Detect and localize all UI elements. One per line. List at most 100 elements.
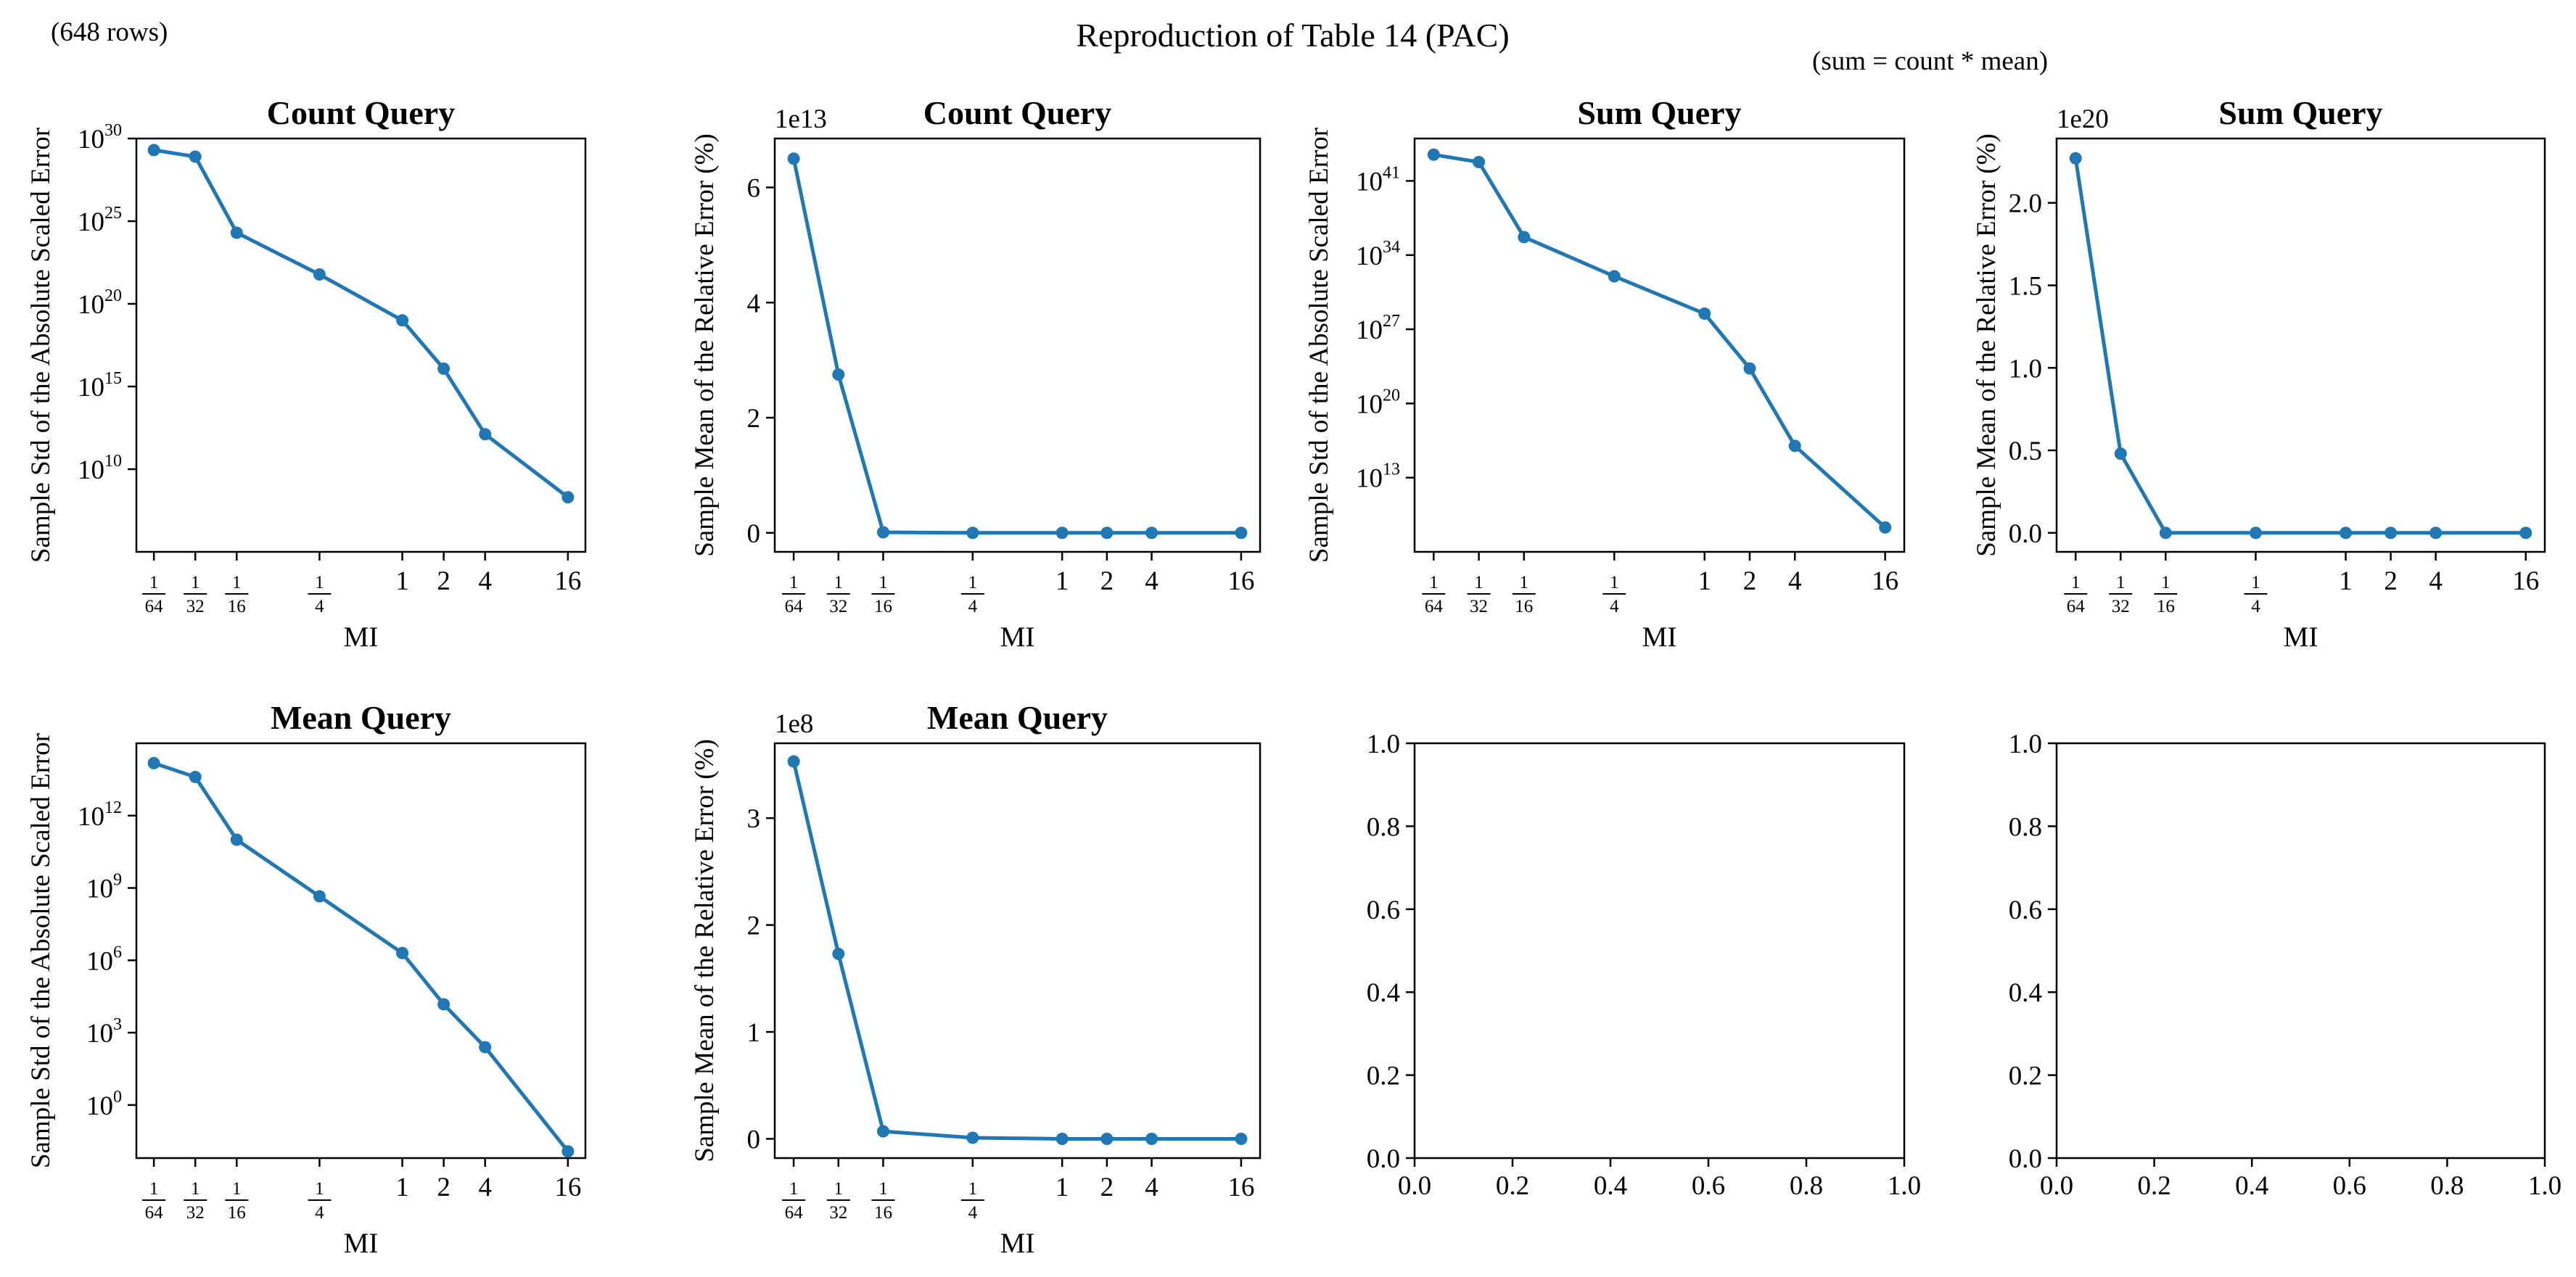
x-tick-label: 1 xyxy=(1055,566,1069,596)
x-tick-label: 0.0 xyxy=(1398,1171,1431,1201)
data-point xyxy=(561,491,575,504)
axes-frame xyxy=(135,137,587,553)
data-point xyxy=(1100,526,1114,540)
data-point xyxy=(787,152,800,165)
x-tick-label-fraction: 132 xyxy=(1467,573,1491,616)
x-tick-label: 1 xyxy=(1055,1173,1069,1202)
data-point xyxy=(876,1125,889,1138)
x-tick-label: 4 xyxy=(1788,566,1802,596)
subplot-3: Sum Query Sample Std of the Absolute Scal… xyxy=(1304,94,1906,653)
fraction-numerator: 1 xyxy=(878,1179,888,1199)
data-point xyxy=(1055,526,1069,540)
y-tick-label: 0.0 xyxy=(1367,1144,1400,1174)
fraction-numerator: 1 xyxy=(2071,573,2081,592)
fraction-numerator: 1 xyxy=(2161,573,2170,592)
fraction-denominator: 4 xyxy=(315,597,324,616)
fraction-numerator: 1 xyxy=(315,573,324,592)
y-tick-label: 0.2 xyxy=(1367,1062,1400,1091)
x-tick-label: 1.0 xyxy=(1888,1171,1921,1201)
y-tick-label: 6 xyxy=(747,173,761,203)
data-point xyxy=(147,144,160,157)
fraction-denominator: 64 xyxy=(2067,597,2086,616)
x-tick-label-fraction: 116 xyxy=(225,573,249,616)
y-tick-label: 1030 xyxy=(78,121,122,154)
subplot-1: Count Query Sample Std of the Absolute Sc… xyxy=(26,94,587,653)
data-point xyxy=(1055,1132,1069,1145)
data-point xyxy=(2519,526,2532,540)
x-tick-label: 2 xyxy=(437,1173,450,1202)
fraction-denominator: 64 xyxy=(145,1203,164,1223)
x-tick-label-fraction: 14 xyxy=(960,1179,984,1223)
y-axis-label: Sample Mean of the Relative Error (%) xyxy=(1972,133,2001,557)
axes-frame xyxy=(2055,137,2546,553)
fraction-numerator: 1 xyxy=(834,573,844,592)
fraction-denominator: 64 xyxy=(785,597,804,616)
data-point xyxy=(832,947,845,960)
y-tick-label: 0.0 xyxy=(2009,1144,2042,1174)
x-tick-label: 4 xyxy=(478,566,492,596)
y-tick-label: 0.2 xyxy=(2009,1062,2042,1091)
data-point xyxy=(561,1145,575,1158)
subplot-title: Mean Query xyxy=(271,699,451,736)
offset-exponent-label: 1e20 xyxy=(2057,104,2109,134)
sum-formula-note: (sum = count * mean) xyxy=(1812,46,2048,76)
fraction-denominator: 16 xyxy=(2157,597,2175,616)
fraction-numerator: 1 xyxy=(968,1179,978,1199)
data-point xyxy=(2429,526,2443,540)
series-line xyxy=(791,761,1241,1141)
fraction-denominator: 4 xyxy=(968,1203,978,1223)
fraction-numerator: 1 xyxy=(149,1179,159,1199)
data-point xyxy=(1743,362,1756,375)
x-tick-label-fraction: 132 xyxy=(826,573,850,616)
axes-frame xyxy=(135,742,587,1160)
fraction-denominator: 16 xyxy=(228,1203,246,1223)
x-tick-label: 0.2 xyxy=(2137,1171,2170,1201)
x-tick-label-fraction: 14 xyxy=(308,1179,332,1223)
data-point xyxy=(313,890,326,903)
series-line xyxy=(153,148,569,499)
fraction-numerator: 1 xyxy=(1429,573,1439,592)
fraction-numerator: 1 xyxy=(232,573,242,592)
y-tick-label: 0.6 xyxy=(1367,896,1400,925)
x-axis-label: MI xyxy=(344,621,379,653)
x-tick-label-fraction: 132 xyxy=(2109,573,2133,616)
fraction-denominator: 16 xyxy=(874,597,892,616)
data-point xyxy=(2159,526,2172,540)
axes-frame xyxy=(2055,742,2546,1160)
x-tick-label: 1 xyxy=(395,566,409,596)
x-tick-label: 16 xyxy=(1227,1173,1254,1202)
subplot-grid: Count Query Sample Std of the Absolute Sc… xyxy=(26,94,2561,1259)
x-tick-label-fraction: 14 xyxy=(1602,573,1626,616)
x-tick-label: 0.4 xyxy=(2235,1171,2268,1201)
fraction-numerator: 1 xyxy=(1520,573,1529,592)
y-tick-label: 1012 xyxy=(78,798,122,832)
y-tick-label: 0 xyxy=(747,519,761,549)
data-point xyxy=(966,526,979,540)
x-tick-label-fraction: 116 xyxy=(2154,573,2178,616)
axes-frame xyxy=(773,137,1262,553)
offset-exponent-label: 1e8 xyxy=(775,709,813,739)
x-tick-label: 0.6 xyxy=(2333,1171,2366,1201)
y-axis-label: Sample Std of the Absolute Scaled Error xyxy=(26,128,56,563)
subplot-title: Sum Query xyxy=(1577,94,1741,131)
fraction-numerator: 1 xyxy=(1474,573,1484,592)
fraction-denominator: 64 xyxy=(1425,597,1444,616)
data-point xyxy=(2114,447,2127,460)
y-tick-label: 1020 xyxy=(78,286,122,320)
y-tick-label: 2.0 xyxy=(2009,189,2042,219)
y-tick-label: 2 xyxy=(747,912,761,941)
subplot-title: Sum Query xyxy=(2218,94,2382,131)
figure-title: Reproduction of Table 14 (PAC) xyxy=(1076,17,1509,54)
y-tick-label: 0.6 xyxy=(2009,896,2042,925)
y-tick-label: 1013 xyxy=(1356,460,1400,494)
x-tick-label-fraction: 164 xyxy=(142,573,166,616)
x-tick-label-fraction: 132 xyxy=(184,573,207,616)
y-tick-label: 1.0 xyxy=(2009,730,2042,759)
series-line xyxy=(791,158,1241,535)
fraction-numerator: 1 xyxy=(2251,573,2260,592)
y-tick-label: 1.5 xyxy=(2009,272,2042,302)
subplot-5: Mean Query Sample Std of the Absolute Sca… xyxy=(26,699,587,1259)
y-tick-label: 0.4 xyxy=(2009,978,2042,1008)
subplot-title: Count Query xyxy=(923,94,1111,131)
y-axis-label: Sample Std of the Absolute Scaled Error xyxy=(26,733,56,1168)
